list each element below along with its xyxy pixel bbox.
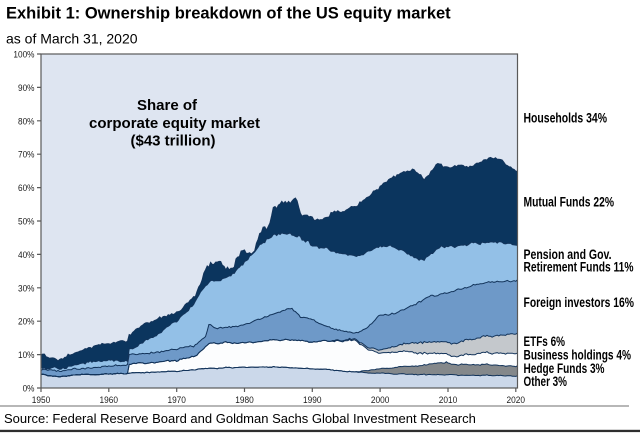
svg-text:50%: 50% [18, 217, 35, 228]
svg-text:as of March 31, 2020: as of March 31, 2020 [6, 31, 138, 47]
svg-text:2000: 2000 [371, 395, 390, 406]
svg-text:Mutual Funds 22%: Mutual Funds 22% [524, 195, 615, 210]
svg-text:1950: 1950 [32, 395, 51, 406]
svg-text:($43 trillion): ($43 trillion) [130, 133, 215, 150]
svg-text:2020: 2020 [507, 395, 526, 406]
svg-text:Source: Federal Reserve Board: Source: Federal Reserve Board and Goldma… [4, 411, 476, 426]
svg-text:Exhibit 1: Ownership breakdown: Exhibit 1: Ownership breakdown of the US… [6, 5, 451, 23]
svg-text:30%: 30% [18, 283, 35, 294]
svg-text:1970: 1970 [167, 395, 186, 406]
svg-text:Hedge Funds 3%: Hedge Funds 3% [524, 361, 605, 376]
svg-text:70%: 70% [18, 150, 35, 161]
svg-text:20%: 20% [18, 317, 35, 328]
svg-text:1980: 1980 [235, 395, 254, 406]
svg-text:10%: 10% [18, 350, 35, 361]
svg-text:60%: 60% [18, 183, 35, 194]
svg-text:40%: 40% [18, 250, 35, 261]
svg-text:Other 3%: Other 3% [524, 374, 568, 389]
svg-text:Business holdings 4%: Business holdings 4% [524, 348, 632, 363]
svg-text:80%: 80% [18, 116, 35, 127]
svg-text:ETFs 6%: ETFs 6% [524, 334, 566, 349]
svg-text:corporate equity market: corporate equity market [89, 115, 260, 132]
svg-text:Retirement Funds 11%: Retirement Funds 11% [524, 260, 634, 275]
svg-text:1990: 1990 [303, 395, 322, 406]
svg-text:Pension and Gov.: Pension and Gov. [524, 247, 612, 262]
svg-text:1960: 1960 [100, 395, 119, 406]
svg-text:0%: 0% [23, 384, 35, 395]
svg-text:2010: 2010 [439, 395, 458, 406]
svg-text:Households 34%: Households 34% [524, 111, 608, 126]
svg-text:Foreign investors 16%: Foreign investors 16% [524, 295, 635, 310]
svg-text:Share of: Share of [137, 97, 198, 114]
svg-text:100%: 100% [13, 50, 35, 61]
svg-text:90%: 90% [18, 83, 35, 94]
